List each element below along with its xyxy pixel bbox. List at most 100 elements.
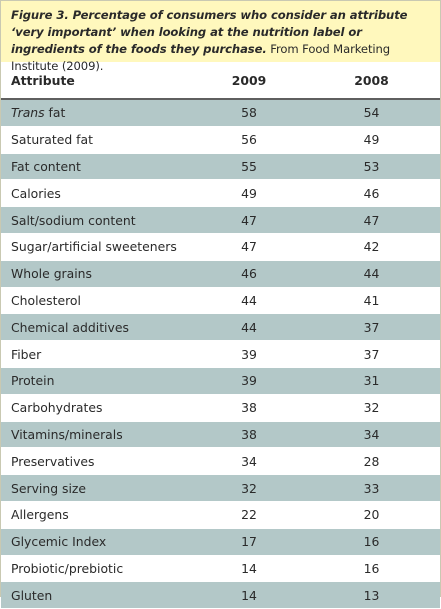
attribute-label: Sugar/artificial sweeteners <box>11 239 177 255</box>
attribute-label: Cholesterol <box>11 292 81 308</box>
value-2009-cell: 17 <box>195 528 303 556</box>
attribute-label: Salt/sodium content <box>11 212 136 228</box>
attribute-label: Whole grains <box>11 266 92 282</box>
value-2009-cell: 39 <box>195 367 303 395</box>
column-header-attribute: Attribute <box>1 62 195 100</box>
value-2009-cell: 44 <box>195 313 303 342</box>
value-2009-cell: 46 <box>195 260 303 288</box>
table-row: Cholesterol 44 41 <box>1 287 440 315</box>
attribute-cell: Trans fat <box>1 99 195 127</box>
attribute-cell: Glycemic Index <box>1 528 195 556</box>
attribute-label: Probiotic/prebiotic <box>11 560 124 576</box>
value-2009-cell: 14 <box>195 581 303 609</box>
attribute-cell: Cholesterol <box>1 287 195 315</box>
value-2009-cell: 56 <box>195 126 303 154</box>
value-2008-cell: 47 <box>303 206 440 234</box>
table-row: Glycemic Index 17 16 <box>1 528 440 556</box>
attribute-cell: Whole grains <box>1 260 195 288</box>
figure-caption: Figure 3. Percentage of consumers who co… <box>1 1 440 73</box>
value-2009-cell: 39 <box>195 340 303 368</box>
value-2008-cell: 37 <box>303 313 440 342</box>
attribute-cell: Vitamins/minerals <box>1 421 195 449</box>
table-row: Gluten 14 13 <box>1 581 440 609</box>
value-2009-cell: 32 <box>195 474 303 502</box>
value-2008-cell: 16 <box>303 528 440 556</box>
value-2008-cell: 31 <box>303 367 440 395</box>
table-row: Protein 39 31 <box>1 367 440 395</box>
attribute-label: Protein <box>11 373 55 389</box>
value-2008-cell: 32 <box>303 394 440 422</box>
value-2009-cell: 47 <box>195 233 303 261</box>
value-2008-cell: 20 <box>303 501 440 529</box>
attribute-label: Vitamins/minerals <box>11 426 123 442</box>
attribute-cell: Sugar/artificial sweeteners <box>1 233 195 261</box>
value-2009-cell: 44 <box>195 287 303 315</box>
value-2009-cell: 38 <box>195 421 303 449</box>
attribute-label: Fat content <box>11 158 81 174</box>
table-row: Sugar/artificial sweeteners 47 42 <box>1 233 440 261</box>
value-2009-cell: 55 <box>195 153 303 181</box>
attribute-cell: Fat content <box>1 153 195 181</box>
value-2008-cell: 46 <box>303 179 440 208</box>
value-2008-cell: 37 <box>303 340 440 368</box>
attributes-table: Attribute 2009 2008 Trans fat 58 54 Saturat… <box>1 62 440 609</box>
table-row: Vitamins/minerals 38 34 <box>1 421 440 449</box>
attribute-label: Serving size <box>11 480 87 496</box>
attribute-label: Fiber <box>11 346 42 362</box>
attribute-cell: Probiotic/prebiotic <box>1 555 195 583</box>
table-row: Preservatives 34 28 <box>1 447 440 476</box>
attribute-label: Saturated fat <box>11 132 93 148</box>
table-row: Trans fat 58 54 <box>1 99 440 127</box>
value-2008-cell: 53 <box>303 153 440 181</box>
value-2009-cell: 49 <box>195 179 303 208</box>
value-2008-cell: 16 <box>303 555 440 583</box>
value-2008-cell: 33 <box>303 474 440 502</box>
attribute-cell: Allergens <box>1 501 195 529</box>
table-row: Probiotic/prebiotic 14 16 <box>1 555 440 583</box>
attribute-label: Calories <box>11 185 61 201</box>
value-2008-cell: 13 <box>303 581 440 609</box>
attribute-italic-part: Trans <box>11 105 45 121</box>
value-2008-cell: 34 <box>303 421 440 449</box>
attribute-label: Preservatives <box>11 453 95 469</box>
attribute-label: Carbohydrates <box>11 400 103 416</box>
value-2009-cell: 14 <box>195 555 303 583</box>
value-2009-cell: 47 <box>195 206 303 234</box>
table-row: Whole grains 46 44 <box>1 260 440 288</box>
attribute-label: Glycemic Index <box>11 534 107 550</box>
table-header-row: Attribute 2009 2008 <box>1 62 440 100</box>
table-row: Calories 49 46 <box>1 179 440 208</box>
attribute-label: Chemical additives <box>11 319 129 335</box>
attribute-cell: Preservatives <box>1 447 195 476</box>
table-row: Fiber 39 37 <box>1 340 440 368</box>
table-row: Fat content 55 53 <box>1 153 440 181</box>
value-2008-cell: 44 <box>303 260 440 288</box>
attribute-label: Allergens <box>11 507 69 523</box>
table-body: Trans fat 58 54 Saturated fat 56 49 Fat conten… <box>1 99 440 609</box>
attribute-label: Gluten <box>11 587 53 603</box>
attribute-label: fat <box>44 105 66 121</box>
attribute-cell: Gluten <box>1 581 195 609</box>
attribute-cell: Calories <box>1 179 195 208</box>
attribute-cell: Serving size <box>1 474 195 502</box>
table-row: Saturated fat 56 49 <box>1 126 440 154</box>
value-2008-cell: 28 <box>303 447 440 476</box>
caption-source: From Food Marketing Institute (2009). <box>11 42 391 73</box>
attribute-cell: Carbohydrates <box>1 394 195 422</box>
table-row: Carbohydrates 38 32 <box>1 394 440 422</box>
table-row: Allergens 22 20 <box>1 501 440 529</box>
table-row: Chemical additives 44 37 <box>1 313 440 342</box>
value-2009-cell: 58 <box>195 99 303 127</box>
column-header-2009: 2009 <box>195 62 303 100</box>
value-2009-cell: 22 <box>195 501 303 529</box>
attribute-cell: Protein <box>1 367 195 395</box>
value-2008-cell: 54 <box>303 99 440 127</box>
value-2008-cell: 41 <box>303 287 440 315</box>
value-2008-cell: 49 <box>303 126 440 154</box>
caption-title: Figure 3. Percentage of consumers who co… <box>11 8 408 56</box>
attribute-cell: Saturated fat <box>1 126 195 154</box>
value-2009-cell: 34 <box>195 447 303 476</box>
table-row: Serving size 32 33 <box>1 474 440 502</box>
column-header-2008: 2008 <box>303 62 440 100</box>
